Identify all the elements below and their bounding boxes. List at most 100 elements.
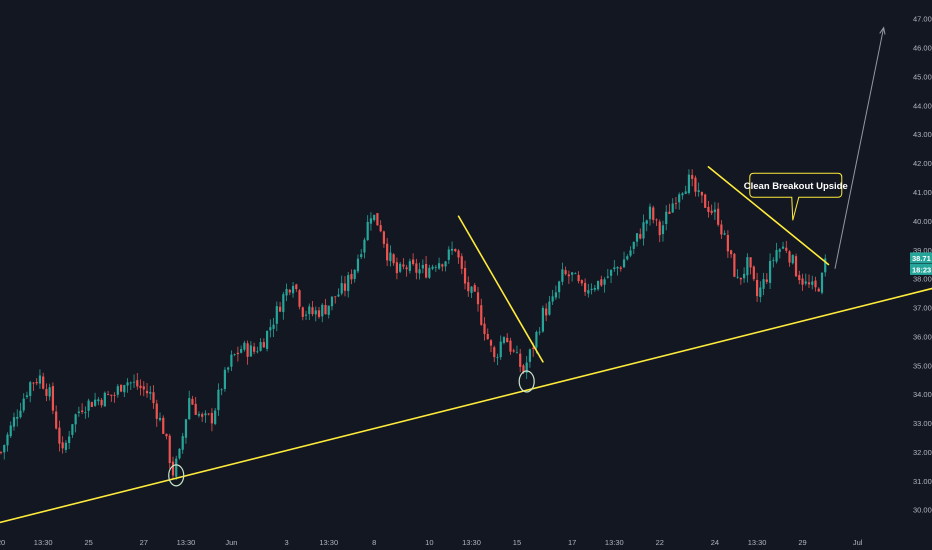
candle-body	[450, 248, 454, 251]
candle	[697, 182, 700, 197]
candle-body	[658, 221, 661, 236]
candle-body	[51, 386, 55, 411]
candle	[678, 192, 681, 210]
candle	[149, 385, 152, 400]
candle-body	[155, 403, 158, 419]
candle-body	[116, 386, 119, 395]
time-axis: 20 13:30 25 27 13:30 Jun 3 13:30 8 10 13:30 15 17 13:…	[0, 538, 863, 547]
candle	[51, 382, 55, 415]
candle	[356, 254, 360, 274]
last-price-value: 38.71	[912, 254, 931, 263]
time-tick-label: Jul	[853, 538, 863, 547]
time-tick-label: 3	[284, 538, 288, 547]
candle-body	[113, 394, 116, 396]
candle	[386, 237, 389, 267]
candle-body	[635, 233, 639, 242]
candle-body	[230, 354, 233, 367]
candle-body	[204, 413, 207, 416]
candle	[399, 261, 402, 274]
candle-body	[558, 281, 561, 293]
candle	[12, 412, 16, 431]
candle-body	[295, 284, 298, 290]
candle-body	[749, 257, 752, 268]
candle	[584, 278, 587, 296]
candle-body	[246, 343, 249, 357]
candle-body	[668, 211, 671, 214]
candle-body	[707, 206, 710, 212]
candle	[132, 374, 136, 388]
falling-trendline-2	[707, 166, 830, 266]
candle-body	[710, 210, 713, 213]
candle-body	[220, 389, 223, 391]
candle-body	[353, 269, 356, 279]
candle	[38, 369, 42, 389]
candle	[600, 275, 603, 287]
candle	[106, 390, 110, 396]
candle	[19, 402, 22, 419]
candle-body	[519, 353, 522, 367]
candle	[162, 415, 165, 435]
candle	[197, 411, 201, 418]
candle-body	[29, 382, 32, 396]
candle-body	[548, 301, 551, 315]
candle-body	[632, 242, 635, 249]
time-tick-label: 24	[711, 538, 719, 547]
low-marker-1	[168, 464, 185, 487]
candle-body	[236, 352, 239, 355]
candle	[710, 204, 713, 216]
candle-body	[311, 307, 314, 315]
candle	[334, 296, 337, 304]
candle	[720, 220, 723, 239]
candle	[739, 277, 742, 285]
candle	[22, 393, 25, 413]
candle-body	[210, 412, 214, 424]
candle	[220, 388, 223, 396]
candle-body	[324, 304, 327, 315]
candle	[152, 385, 155, 409]
candle	[412, 253, 415, 266]
candle-body	[545, 308, 548, 316]
candle-body	[532, 347, 535, 349]
candle-body	[428, 267, 431, 278]
candle-body	[743, 273, 746, 279]
candle-body	[123, 385, 126, 393]
candle-body	[694, 177, 697, 192]
time-tick-label: 10	[425, 538, 433, 547]
price-tick-label: 40.00	[913, 217, 932, 226]
candle-body	[278, 306, 282, 312]
candle	[444, 260, 447, 272]
candle-body	[467, 282, 470, 292]
time-tick-label: 13:30	[605, 538, 624, 547]
candle	[463, 260, 467, 290]
candle	[804, 273, 807, 286]
candle-body	[506, 337, 509, 343]
candle-body	[811, 281, 814, 285]
price-axis: 30.00 31.00 32.00 33.00 34.00 35.00 36.00 37.00…	[913, 15, 932, 515]
candle-body	[434, 267, 437, 268]
candle	[288, 288, 291, 296]
candle-body	[337, 294, 340, 297]
candle	[726, 230, 729, 258]
candle-body	[775, 250, 778, 262]
time-tick-label: 13:30	[34, 538, 53, 547]
price-tick-label: 32.00	[913, 448, 932, 457]
candle	[424, 255, 428, 279]
candle-body	[713, 209, 716, 213]
candle-body	[405, 267, 408, 270]
candle	[418, 262, 421, 280]
candle-body	[386, 243, 389, 261]
candle	[596, 280, 600, 291]
candle-body	[376, 213, 379, 226]
candle	[181, 432, 184, 454]
candle	[35, 378, 38, 386]
candle	[256, 346, 259, 354]
countdown-value: 18:23	[912, 265, 931, 274]
candle-body	[755, 280, 759, 297]
candle-body	[233, 354, 236, 356]
candle	[395, 257, 398, 280]
candle	[136, 373, 139, 390]
candle-body	[350, 274, 353, 280]
candle-body	[64, 442, 67, 450]
candle	[489, 339, 493, 353]
candle	[814, 276, 817, 292]
